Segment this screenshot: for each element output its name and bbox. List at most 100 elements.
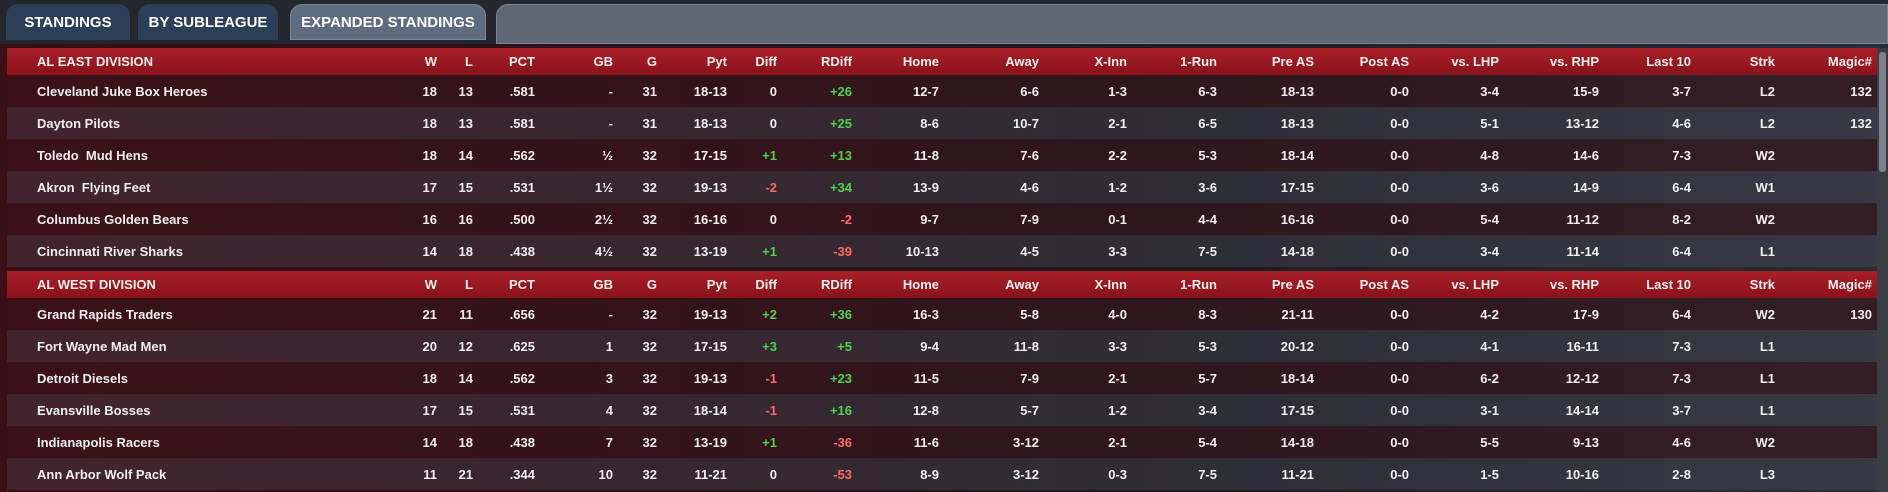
cell-l: 16 xyxy=(458,211,473,227)
scrollbar-thumb[interactable] xyxy=(1879,52,1886,172)
cell-rdiff: +34 xyxy=(829,179,852,195)
cell-last10: 2-8 xyxy=(1672,466,1691,482)
vertical-scrollbar[interactable] xyxy=(1877,48,1888,492)
team-name[interactable]: Toledo Mud Hens xyxy=(37,147,148,163)
cell-last10: 6-4 xyxy=(1672,179,1691,195)
team-name[interactable]: Cleveland Juke Box Heroes xyxy=(37,83,208,99)
cell-xinn: 2-1 xyxy=(1108,434,1127,450)
cell-rdiff: +16 xyxy=(829,402,852,418)
cell-postas: 0-0 xyxy=(1390,115,1409,131)
cell-preas: 20-12 xyxy=(1280,338,1314,354)
team-name[interactable]: Cincinnati River Sharks xyxy=(37,243,183,259)
team-row[interactable]: Detroit Diesels 18 14 .562 3 32 19-13 -1 +23 11-5… xyxy=(7,362,1877,394)
cell-away: 4-5 xyxy=(1020,243,1039,259)
cell-away: 11-8 xyxy=(1013,338,1039,354)
cell-gb: 2½ xyxy=(594,211,613,227)
team-name[interactable]: Detroit Diesels xyxy=(37,370,129,386)
team-row[interactable]: Fort Wayne Mad Men 20 12 .625 1 32 17-15 +3 +5 9-… xyxy=(7,330,1877,362)
team-row[interactable]: Indianapolis Racers 14 18 .438 7 32 13-19 +1 -36… xyxy=(7,426,1877,458)
cell-strk: L2 xyxy=(1759,115,1775,131)
cell-xinn: 3-3 xyxy=(1108,243,1127,259)
cell-pct: .344 xyxy=(509,466,535,482)
team-row[interactable]: Columbus Golden Bears 16 16.500 2½ 32 16-16 0-… xyxy=(7,203,1877,235)
division-header[interactable]: AL WEST DIVISION W L PCT GB G Pyt Diff RDiff Home… xyxy=(7,271,1877,298)
cell-vrhp: 15-9 xyxy=(1572,83,1599,99)
cell-xinn: 3-3 xyxy=(1108,338,1127,354)
cell-magic xyxy=(1777,235,1872,267)
team-row[interactable]: Ann Arbor Wolf Pack 11 21 .344 10 32 11-21 0 -53… xyxy=(7,458,1877,490)
team-row[interactable]: Toledo Mud Hens 18 14 .562 ½ 32 17-15 +1 +13 11-8… xyxy=(7,139,1877,171)
cell-pyt: 19-13 xyxy=(693,306,727,322)
cell-strk: L2 xyxy=(1759,83,1775,99)
column-header-onerun: 1-Run xyxy=(1180,277,1217,292)
cell-onerun: 8-3 xyxy=(1198,306,1217,322)
cell-home: 11-6 xyxy=(913,434,939,450)
team-name[interactable]: Fort Wayne Mad Men xyxy=(37,338,167,354)
cell-g: 32 xyxy=(642,179,657,195)
cell-g: 32 xyxy=(642,147,657,163)
cell-strk: L1 xyxy=(1759,370,1775,386)
team-name[interactable]: Akron Flying Feet xyxy=(37,179,151,195)
cell-l: 15 xyxy=(458,402,473,418)
team-row[interactable]: Cincinnati River Sharks 14 18 .438 4½ 32 13-19… xyxy=(7,235,1877,267)
column-header-w: W xyxy=(424,54,437,69)
column-header-magic: Magic# xyxy=(1827,277,1872,292)
cell-gb: 3 xyxy=(605,370,613,386)
cell-strk: L1 xyxy=(1759,402,1775,418)
team-name[interactable]: Evansville Bosses xyxy=(37,402,151,418)
cell-preas: 17-15 xyxy=(1280,402,1314,418)
cell-diff: 0 xyxy=(769,466,777,482)
cell-xinn: 1-2 xyxy=(1108,179,1127,195)
column-header-home: Home xyxy=(902,277,939,292)
column-header-gb: GB xyxy=(593,54,614,69)
column-header-diff: Diff xyxy=(755,277,777,292)
cell-onerun: 5-7 xyxy=(1198,370,1217,386)
cell-strk: W1 xyxy=(1755,179,1776,195)
division-header[interactable]: AL EAST DIVISION W L PCT GB G Pyt Diff RDiff Home… xyxy=(7,48,1877,75)
cell-rdiff: +13 xyxy=(829,147,852,163)
cell-pyt: 19-13 xyxy=(693,370,727,386)
team-name[interactable]: Grand Rapids Traders xyxy=(37,306,173,322)
cell-g: 32 xyxy=(642,306,657,322)
team-name[interactable]: Ann Arbor Wolf Pack xyxy=(37,466,167,482)
cell-rdiff: +23 xyxy=(829,370,852,386)
cell-strk: W2 xyxy=(1755,211,1776,227)
cell-l: 14 xyxy=(458,147,473,163)
cell-vlhp: 5-1 xyxy=(1480,115,1499,131)
cell-last10: 4-6 xyxy=(1672,115,1691,131)
column-header-l: L xyxy=(465,54,473,69)
cell-postas: 0-0 xyxy=(1390,434,1409,450)
cell-magic xyxy=(1777,203,1872,235)
cell-w: 11 xyxy=(423,466,437,482)
team-row[interactable]: Evansville Bosses 17 15 .531 4 32 18-14 -1 +16 12… xyxy=(7,394,1877,426)
cell-vlhp: 3-6 xyxy=(1480,179,1499,195)
cell-rdiff: +5 xyxy=(837,338,852,354)
team-row[interactable]: Dayton Pilots 18 13 .581 - 31 18-13 0 +25 8-6 10-7… xyxy=(7,107,1877,139)
tab-standings[interactable]: STANDINGS xyxy=(6,4,130,40)
team-name[interactable]: Dayton Pilots xyxy=(37,115,121,131)
cell-pyt: 13-19 xyxy=(693,243,727,259)
cell-g: 32 xyxy=(642,211,657,227)
tab-by-subleague[interactable]: BY SUBLEAGUE xyxy=(138,4,278,40)
column-header-g: G xyxy=(646,277,657,292)
team-row[interactable]: Grand Rapids Traders 21 11 .656 - 32 19-13 +2 +3… xyxy=(7,298,1877,330)
cell-gb: 4½ xyxy=(594,243,613,259)
team-name[interactable]: Indianapolis Racers xyxy=(37,434,160,450)
tab-bar-fill xyxy=(496,4,1888,44)
cell-preas: 17-15 xyxy=(1280,179,1314,195)
team-name[interactable]: Columbus Golden Bears xyxy=(37,211,189,227)
cell-vlhp: 3-4 xyxy=(1480,243,1499,259)
cell-vlhp: 1-5 xyxy=(1480,466,1499,482)
cell-onerun: 7-5 xyxy=(1198,243,1217,259)
cell-vlhp: 3-4 xyxy=(1480,83,1499,99)
team-row[interactable]: Akron Flying Feet 17 15 .531 1½ 32 19-13 -2 +34 1… xyxy=(7,171,1877,203)
cell-magic: 132 xyxy=(1850,83,1872,99)
column-header-postas: Post AS xyxy=(1359,54,1409,69)
tab-expanded-standings[interactable]: EXPANDED STANDINGS xyxy=(290,4,486,40)
team-row[interactable]: Cleveland Juke Box Heroes 18 13 .581 - 31 18-1… xyxy=(7,75,1877,107)
cell-gb: - xyxy=(608,83,613,99)
cell-home: 12-8 xyxy=(912,402,939,418)
cell-magic xyxy=(1777,458,1872,490)
cell-pyt: 16-16 xyxy=(693,211,727,227)
column-header-xinn: X-Inn xyxy=(1094,54,1128,69)
